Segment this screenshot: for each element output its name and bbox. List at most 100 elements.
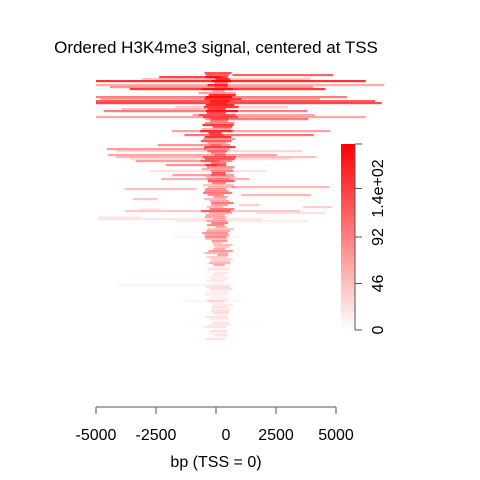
- heatmap-cell: [211, 222, 229, 225]
- heatmap-cell: [210, 258, 234, 261]
- heatmap-cell: [107, 154, 277, 157]
- heatmap-cell: [149, 170, 267, 173]
- color-scale-gradient: [341, 144, 355, 330]
- heatmap-cell: [214, 272, 229, 275]
- heatmap-cell: [198, 92, 236, 95]
- heatmap-cell: [124, 188, 197, 191]
- heatmap-cell: [207, 298, 230, 301]
- heatmap-cell: [184, 134, 314, 137]
- heatmap-cell: [216, 314, 229, 317]
- heatmap-cell: [205, 118, 229, 121]
- heatmap-cell: [206, 230, 231, 233]
- heatmap-cell: [206, 300, 226, 303]
- heatmap-cell: [96, 84, 385, 87]
- heatmap-cell: [212, 90, 225, 93]
- heatmap-cell: [208, 186, 235, 189]
- heatmap-cell: [206, 112, 226, 115]
- heatmap-cell: [205, 76, 228, 79]
- heatmap-cell: [137, 208, 161, 211]
- heatmap-cell: [118, 284, 237, 287]
- heatmap-cell: [202, 156, 236, 159]
- heatmap-cell: [206, 286, 231, 289]
- heatmap-cell: [103, 110, 308, 113]
- heatmap-cell: [210, 302, 225, 305]
- heatmap-cell: [207, 180, 235, 183]
- heatmap-cell: [213, 264, 225, 267]
- heatmap-cell: [211, 296, 223, 299]
- heatmap-cell: [204, 294, 227, 297]
- x-tick-label: 5000: [318, 427, 354, 444]
- heatmap-cell: [212, 218, 226, 221]
- heatmap-cell: [211, 240, 228, 243]
- heatmap-rows: [96, 72, 385, 341]
- heatmap-cell: [205, 158, 235, 161]
- heatmap-cell: [203, 192, 233, 195]
- x-axis: -5000 -2500 0 2500 5000: [76, 406, 354, 444]
- heatmap-cell: [211, 204, 229, 207]
- heatmap-cell: [211, 318, 230, 321]
- heatmap-cell: [172, 174, 234, 177]
- heatmap-cell: [214, 86, 228, 89]
- heatmap-cell: [204, 98, 242, 101]
- heatmap-cell: [205, 292, 231, 295]
- heatmap-cell: [203, 184, 234, 187]
- heatmap-cell: [205, 176, 235, 179]
- heatmap-cell: [200, 160, 233, 163]
- heatmap-cell: [208, 132, 222, 135]
- heatmap-cell: [204, 252, 229, 255]
- heatmap-cell: [204, 148, 230, 151]
- heatmap-cell: [211, 278, 228, 281]
- heatmap-cell: [213, 244, 233, 247]
- heatmap-cell: [210, 332, 228, 335]
- heatmap-cell: [214, 246, 230, 249]
- heatmap-cell: [206, 220, 228, 223]
- heatmap-cell: [175, 220, 309, 223]
- heatmap-cell: [205, 238, 227, 241]
- heatmap-cell: [204, 236, 227, 239]
- heatmap-cell: [210, 100, 230, 103]
- heatmap-cell: [208, 250, 233, 253]
- heatmap-cell: [207, 268, 231, 271]
- heatmap-cell: [232, 186, 330, 189]
- heatmap-cell: [205, 104, 235, 107]
- heatmap-cell: [204, 198, 226, 201]
- heatmap-cell: [165, 164, 217, 167]
- heatmap-cell: [212, 274, 224, 277]
- heatmap-cell: [214, 154, 226, 157]
- heatmap-cell: [204, 326, 227, 329]
- heatmap-cell: [211, 172, 226, 175]
- heatmap-cell: [211, 162, 227, 165]
- heatmap-cell: [202, 124, 234, 127]
- color-scale-legend: 0 46 92 1.4e+02: [341, 143, 387, 334]
- x-tick-label: -5000: [76, 427, 117, 444]
- heatmap-cell: [157, 144, 231, 147]
- heatmap-cell: [205, 188, 227, 191]
- heatmap-cell: [212, 304, 234, 307]
- heatmap-cell: [212, 322, 230, 325]
- heatmap-cell: [209, 330, 227, 333]
- heatmap-cell: [232, 74, 334, 77]
- heatmap-cell: [210, 260, 231, 263]
- heatmap-cell: [204, 190, 229, 193]
- heatmap-cell: [205, 266, 231, 268]
- heatmap-cell: [209, 200, 230, 203]
- heatmap-cell: [204, 146, 236, 149]
- heatmap-cell: [208, 94, 236, 97]
- heatmap-cell: [107, 148, 207, 151]
- x-tick-label: 2500: [258, 427, 294, 444]
- heatmap-cell: [239, 204, 260, 207]
- heatmap-cell: [206, 280, 224, 283]
- heatmap-cell: [205, 284, 228, 287]
- heatmap-cell: [201, 88, 234, 91]
- color-scale-tick-label: 92: [370, 228, 387, 246]
- heatmap-cell: [205, 110, 238, 113]
- heatmap-cell: [207, 270, 227, 272]
- heatmap-cell: [211, 80, 231, 83]
- heatmap-cell: [241, 194, 312, 197]
- heatmap-cell: [203, 138, 236, 141]
- heatmap-cell: [207, 178, 230, 181]
- heatmap-cell: [110, 86, 314, 89]
- heatmap-cell: [213, 196, 228, 199]
- heatmap-cell: [207, 84, 228, 87]
